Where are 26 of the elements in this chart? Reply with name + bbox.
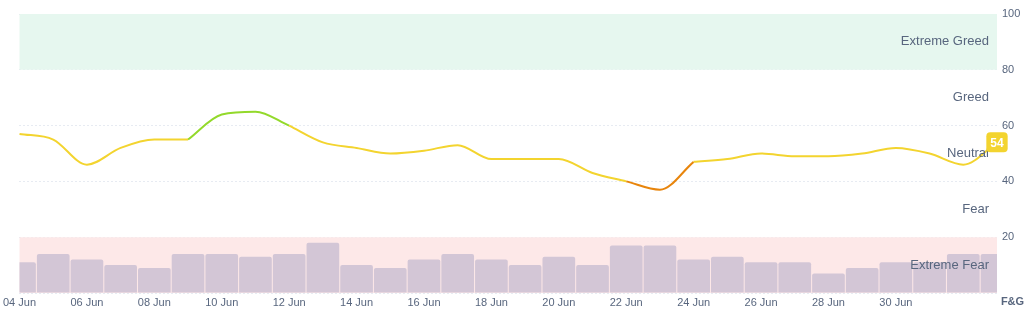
y-tick-label: 20 xyxy=(1002,230,1015,243)
data-label: 54 xyxy=(990,135,1004,150)
y-tick-label: 60 xyxy=(1002,118,1015,131)
x-tick-label: 10 Jun xyxy=(205,295,239,308)
line-series xyxy=(187,110,291,141)
y-axis-title: F&G xyxy=(1000,294,1024,307)
annotation: Greed xyxy=(952,89,989,105)
x-tick-label: 08 Jun xyxy=(137,295,171,308)
y-tick-label: 80 xyxy=(1002,62,1015,75)
annotation: Fear xyxy=(962,200,990,216)
x-tick-label: 06 Jun xyxy=(70,295,104,308)
x-tick-label: 12 Jun xyxy=(272,295,306,308)
x-tick-label: 18 Jun xyxy=(474,295,508,308)
x-tick-label: 28 Jun xyxy=(811,295,845,308)
x-tick-label: 14 Jun xyxy=(340,295,374,308)
y-tick-label: 40 xyxy=(1002,174,1015,187)
x-tick-label: 26 Jun xyxy=(744,295,778,308)
x-tick-label: 20 Jun xyxy=(542,295,576,308)
band-label: Extreme Greed xyxy=(900,33,989,49)
x-tick-label: 04 Jun xyxy=(3,295,37,308)
x-tick-label: 22 Jun xyxy=(609,295,643,308)
y-tick-label: 100 xyxy=(1002,7,1021,20)
x-tick-label: 24 Jun xyxy=(677,295,711,308)
x-tick-label: 30 Jun xyxy=(879,295,913,308)
band-label: Extreme Fear xyxy=(910,256,990,272)
x-tick-label: 16 Jun xyxy=(407,295,441,308)
